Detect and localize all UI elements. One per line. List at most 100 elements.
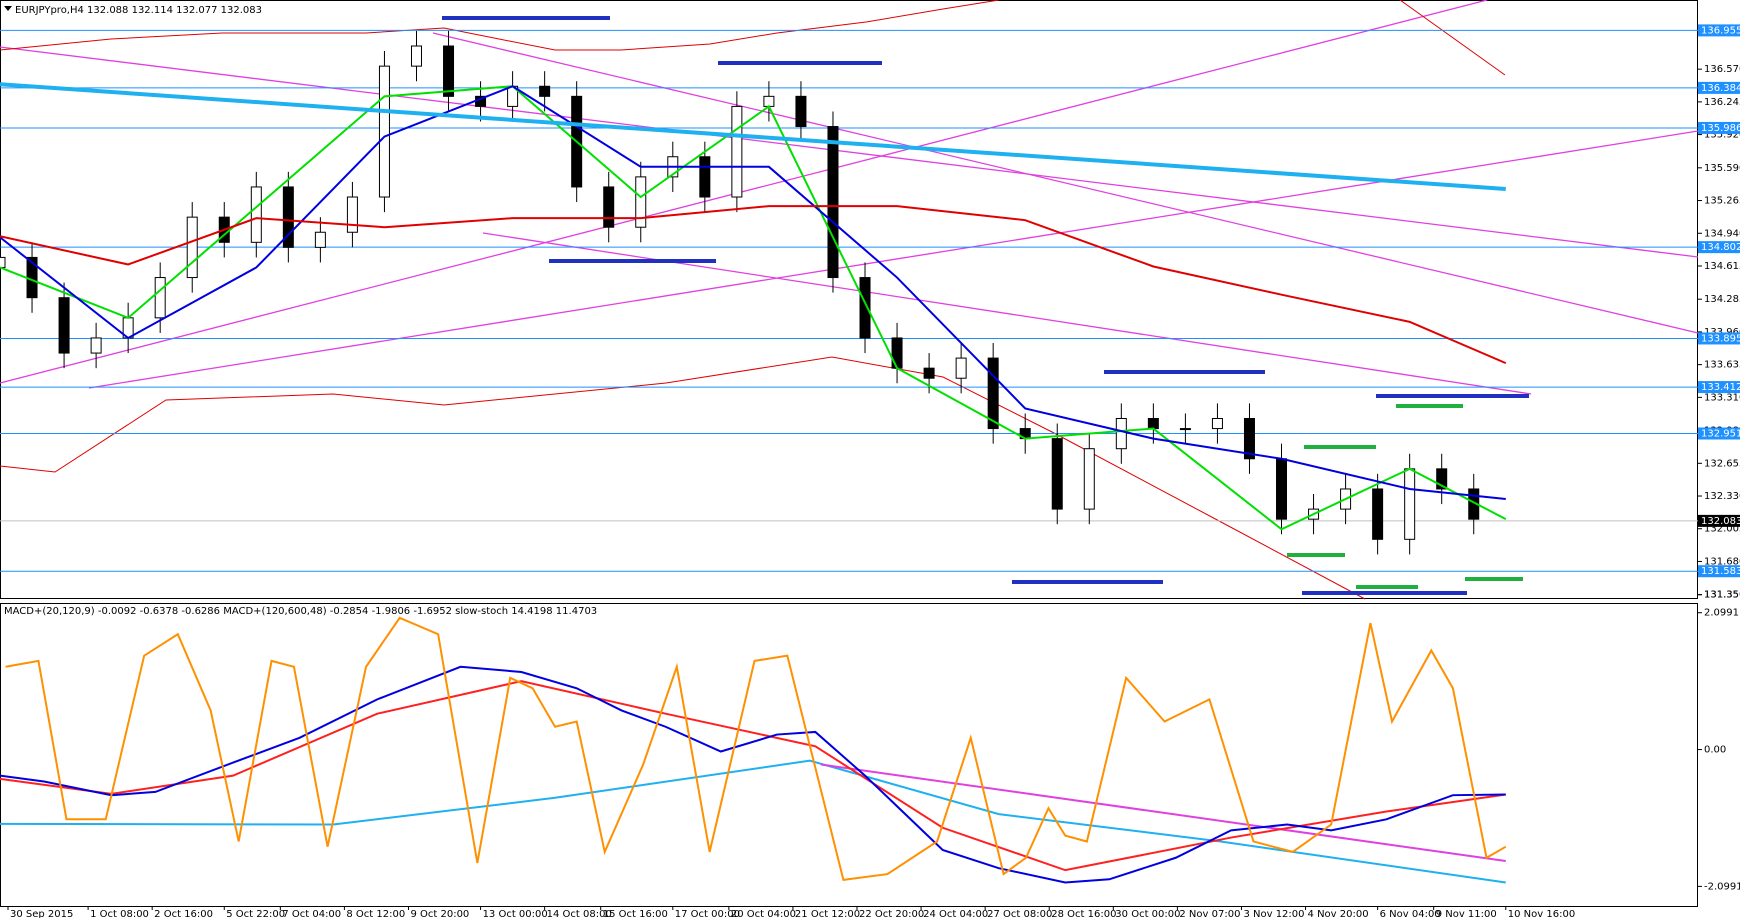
y-tick-label: 134.940	[1704, 228, 1740, 239]
candle-body	[1404, 468, 1416, 540]
level-tag	[1698, 241, 1740, 254]
last-price-tag	[1698, 514, 1740, 527]
indicator-line	[0, 205, 1507, 365]
level-tag	[1698, 332, 1740, 345]
x-tick-label: 9 Nov 11:00	[1436, 909, 1497, 918]
candle-body	[795, 95, 807, 128]
y-tick-label: 136.570	[1704, 64, 1740, 75]
y-tick-label: 132.655	[1704, 458, 1740, 469]
indicator-line	[0, 82, 1506, 191]
x-tick-label: 4 Nov 20:00	[1308, 909, 1369, 918]
candle-body	[443, 45, 455, 97]
level-label: 135.986	[1701, 123, 1740, 134]
candle-body	[154, 277, 166, 319]
x-tick-label: 8 Oct 12:00	[346, 909, 405, 918]
candle-body	[1243, 417, 1255, 460]
trendline	[88, 130, 1699, 389]
x-tick-label: 28 Oct 16:00	[1051, 909, 1116, 918]
x-tick-label: 24 Oct 04:00	[923, 909, 988, 918]
candle-body	[58, 297, 70, 354]
indicator-line	[0, 680, 1506, 872]
y-tick-label: 132.330	[1704, 491, 1740, 502]
trendline	[0, 0, 1488, 384]
candle-body	[923, 367, 935, 379]
level-tag	[1698, 565, 1740, 578]
y-tick-label: 135.265	[1704, 196, 1740, 207]
x-tick-label: 30 Sep 2015	[10, 909, 73, 918]
y-tick-label: 134.285	[1704, 294, 1740, 305]
x-tick-label: 22 Oct 20:00	[859, 909, 924, 918]
x-tick-label: 5 Oct 22:00	[226, 909, 285, 918]
y-tick-label: -2.0991	[1704, 881, 1740, 892]
candle-body	[827, 126, 839, 279]
candle-body	[731, 105, 743, 198]
x-tick-label: 21 Oct 12:00	[795, 909, 860, 918]
level-label: 132.951	[1701, 428, 1740, 439]
candle-body	[1179, 428, 1191, 431]
trendline	[0, 46, 1699, 258]
upper-band	[0, 0, 1000, 51]
envelopes	[0, 0, 1506, 600]
level-label: 134.802	[1701, 242, 1740, 253]
chart-title: EURJPYpro,H4 132.088 132.114 132.077 132…	[15, 5, 262, 16]
y-tick-label: 134.615	[1704, 261, 1740, 272]
level-tag	[1698, 427, 1740, 440]
level-label: 133.895	[1701, 333, 1740, 344]
y-tick-label: 133.635	[1704, 360, 1740, 371]
candle-body	[1372, 488, 1384, 540]
candle-body	[763, 95, 775, 107]
y-tick-label: 133.960	[1704, 327, 1740, 338]
candle-body	[1147, 417, 1159, 430]
x-tick-label: 10 Nov 16:00	[1508, 909, 1575, 918]
candle-body	[0, 256, 6, 268]
candle-body	[1083, 448, 1095, 510]
level-tag	[1698, 121, 1740, 134]
level-tag	[1698, 381, 1740, 394]
candle-body	[250, 186, 262, 243]
level-label: 136.955	[1701, 25, 1740, 36]
candle-body	[955, 357, 967, 379]
y-tick-label: 135.590	[1704, 163, 1740, 174]
x-tick-label: 30 Oct 00:00	[1115, 909, 1180, 918]
level-label: 131.583	[1701, 566, 1740, 577]
level-tag	[1698, 24, 1740, 37]
level-label: 136.384	[1701, 83, 1740, 94]
x-tick-label: 1 Oct 08:00	[90, 909, 149, 918]
x-tick-label: 2 Oct 16:00	[154, 909, 213, 918]
level-label: 133.412	[1701, 382, 1740, 393]
candle-body	[1211, 417, 1223, 430]
candle-body	[859, 277, 871, 339]
candle-body	[90, 337, 102, 354]
candle-body	[282, 186, 294, 248]
x-tick-label: 9 Oct 20:00	[410, 909, 469, 918]
candle-body	[603, 186, 615, 228]
y-tick-label: 132.005	[1704, 524, 1740, 535]
x-tick-label: 15 Oct 16:00	[603, 909, 668, 918]
y-tick-label: 131.680	[1704, 556, 1740, 567]
markers	[442, 16, 1529, 595]
candle-body	[314, 231, 326, 248]
candle-body	[410, 45, 422, 67]
y-tick-label: 136.245	[1704, 97, 1740, 108]
menu-arrow[interactable]	[4, 6, 12, 11]
markers-green	[1287, 404, 1523, 589]
indicator-line	[0, 85, 1507, 531]
candle-body	[1436, 468, 1448, 490]
level-tag	[1698, 81, 1740, 94]
y-tick-label: 131.35	[1704, 590, 1739, 601]
candle-body	[987, 357, 999, 430]
x-tick-label: 2 Nov 07:00	[1179, 909, 1240, 918]
trendline	[432, 32, 1699, 334]
candle-body	[378, 65, 390, 198]
y-tick-label: 2.0991	[1704, 608, 1739, 619]
x-tick-label: 20 Oct 04:00	[731, 909, 796, 918]
candle-body	[699, 156, 711, 198]
y-tick-label: 135.920	[1704, 130, 1740, 141]
x-tick-label: 17 Oct 00:00	[675, 909, 740, 918]
candle-body	[1115, 417, 1127, 450]
x-tick-label: 7 Oct 04:00	[282, 909, 341, 918]
main-panel	[0, 0, 1698, 599]
x-tick-label: 13 Oct 00:00	[483, 909, 548, 918]
